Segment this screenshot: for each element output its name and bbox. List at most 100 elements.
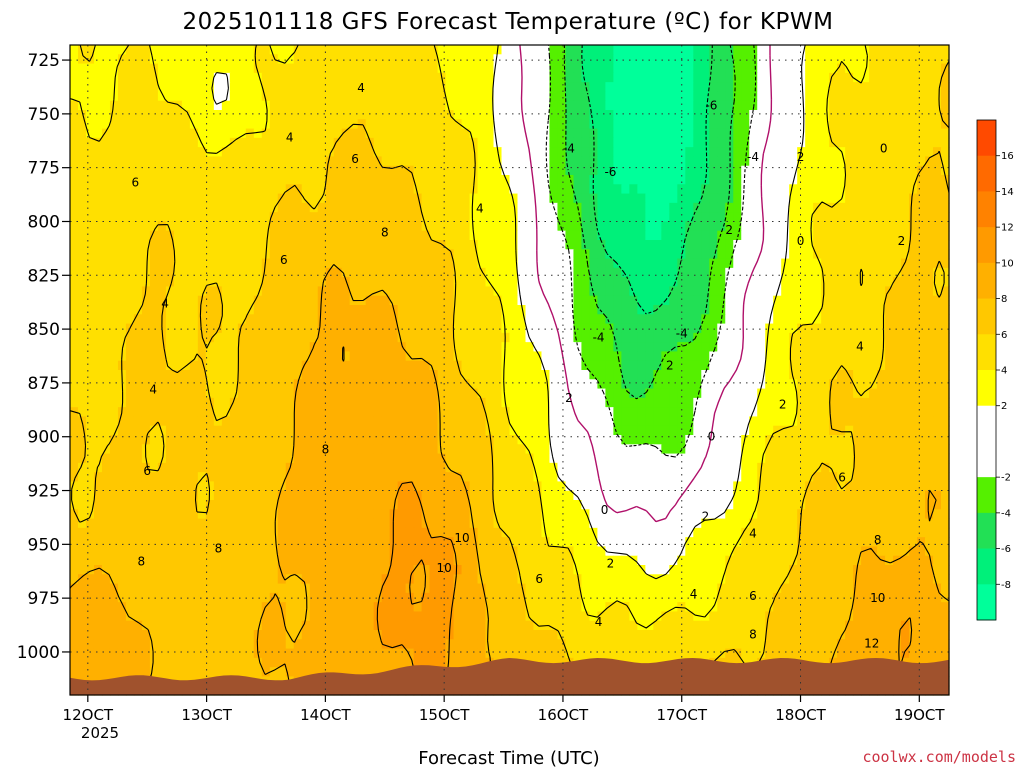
temperature-cell	[629, 137, 638, 148]
temperature-cell	[669, 425, 678, 436]
temperature-cell	[109, 193, 119, 204]
temperature-cell	[613, 110, 622, 120]
temperature-cell	[493, 202, 503, 213]
temperature-cell	[261, 63, 271, 74]
temperature-cell	[933, 444, 942, 455]
temperature-cell	[381, 147, 391, 158]
temperature-cell	[285, 63, 295, 74]
temperature-cell	[309, 342, 319, 353]
temperature-cell	[285, 267, 295, 278]
temperature-cell	[181, 314, 191, 325]
temperature-cell	[389, 184, 399, 195]
temperature-cell	[757, 305, 766, 315]
temperature-cell	[565, 119, 575, 130]
temperature-cell	[109, 175, 119, 185]
temperature-cell	[181, 240, 191, 250]
temperature-cell	[781, 425, 790, 436]
temperature-cell	[765, 416, 774, 427]
temperature-cell	[453, 295, 463, 306]
temperature-cell	[941, 184, 950, 195]
temperature-cell	[261, 314, 271, 325]
temperature-cell	[149, 91, 159, 102]
temperature-cell	[509, 360, 519, 371]
temperature-cell	[397, 156, 407, 167]
temperature-cell	[437, 100, 447, 111]
temperature-cell	[813, 370, 822, 380]
temperature-cell	[677, 435, 686, 445]
temperature-cell	[685, 407, 694, 418]
temperature-cell	[269, 156, 279, 167]
temperature-cell	[677, 165, 686, 176]
temperature-cell	[141, 360, 151, 371]
temperature-cell	[149, 416, 159, 427]
temperature-cell	[197, 100, 207, 111]
temperature-cell	[917, 314, 926, 325]
temperature-cell	[525, 416, 535, 427]
temperature-cell	[189, 221, 199, 232]
temperature-cell	[853, 416, 862, 427]
temperature-cell	[173, 305, 183, 315]
temperature-cell	[773, 397, 782, 408]
temperature-cell	[749, 295, 758, 306]
temperature-cell	[541, 165, 551, 176]
temperature-cell	[589, 277, 598, 288]
temperature-cell	[733, 295, 742, 306]
temperature-cell	[821, 397, 830, 408]
temperature-cell	[581, 72, 591, 83]
temperature-cell	[269, 295, 279, 306]
temperature-cell	[493, 332, 503, 343]
temperature-cell	[669, 100, 678, 111]
temperature-cell	[237, 100, 247, 111]
temperature-cell	[741, 370, 750, 380]
temperature-cell	[805, 407, 814, 418]
temperature-cell	[429, 230, 439, 241]
temperature-cell	[701, 175, 710, 185]
temperature-cell	[837, 230, 846, 241]
temperature-cell	[573, 72, 583, 83]
temperature-cell	[333, 156, 343, 167]
temperature-cell	[109, 240, 119, 250]
temperature-cell	[733, 175, 742, 185]
temperature-cell	[877, 100, 886, 111]
temperature-cell	[837, 165, 846, 176]
temperature-cell	[637, 230, 646, 241]
temperature-cell	[141, 323, 151, 334]
temperature-cell	[349, 462, 359, 473]
temperature-cell	[637, 332, 646, 343]
temperature-cell	[813, 91, 822, 102]
temperature-cell	[821, 425, 830, 436]
temperature-cell	[661, 332, 670, 343]
temperature-cell	[629, 91, 638, 102]
temperature-cell	[589, 258, 598, 269]
temperature-cell	[485, 444, 495, 455]
temperature-cell	[901, 63, 910, 74]
temperature-cell	[341, 416, 351, 427]
temperature-cell	[829, 323, 838, 334]
temperature-cell	[197, 202, 207, 213]
temperature-cell	[309, 156, 319, 167]
temperature-cell	[661, 323, 670, 334]
temperature-cell	[925, 54, 934, 65]
temperature-cell	[861, 230, 870, 241]
temperature-cell	[285, 407, 295, 418]
temperature-cell	[797, 110, 806, 120]
temperature-cell	[645, 212, 654, 223]
temperature-cell	[653, 332, 662, 343]
temperature-cell	[293, 147, 303, 158]
temperature-cell	[773, 91, 782, 102]
temperature-cell	[941, 444, 950, 455]
temperature-cell	[805, 453, 814, 464]
temperature-cell	[293, 416, 303, 427]
temperature-cell	[813, 425, 822, 436]
temperature-cell	[845, 82, 854, 93]
temperature-cell	[325, 72, 335, 83]
temperature-cell	[373, 295, 383, 306]
temperature-cell	[133, 137, 143, 148]
temperature-cell	[237, 91, 247, 102]
temperature-cell	[869, 45, 878, 55]
temperature-cell	[853, 100, 862, 111]
temperature-cell	[469, 370, 479, 380]
temperature-cell	[693, 230, 702, 241]
temperature-cell	[813, 175, 822, 185]
temperature-cell	[405, 435, 415, 445]
